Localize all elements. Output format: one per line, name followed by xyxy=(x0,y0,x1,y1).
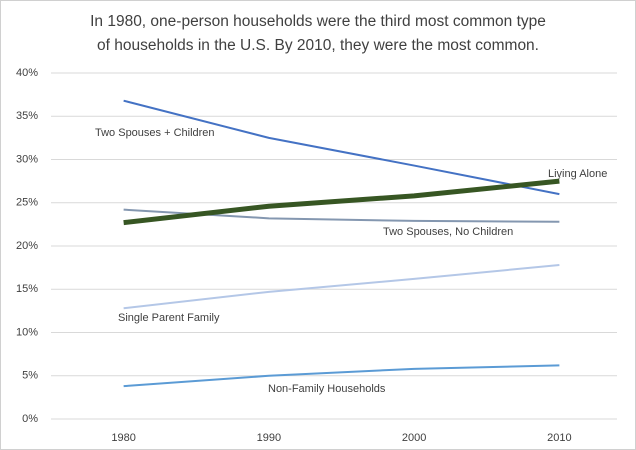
series-label: Living Alone xyxy=(548,168,607,180)
y-tick-label: 20% xyxy=(16,240,38,252)
y-tick-label: 25% xyxy=(16,197,38,209)
series-label: Two Spouses + Children xyxy=(95,127,215,139)
y-tick-label: 40% xyxy=(16,67,38,79)
series-line xyxy=(123,99,560,196)
chart-title: of households in the U.S. By 2010, they … xyxy=(97,37,539,54)
series-label: Two Spouses, No Children xyxy=(383,226,513,238)
y-tick-label: 0% xyxy=(22,413,38,425)
series-label: Non-Family Households xyxy=(268,383,386,395)
x-tick-label: 1980 xyxy=(111,432,135,444)
y-tick-label: 30% xyxy=(16,153,38,165)
x-tick-label: 2010 xyxy=(547,432,571,444)
series-line xyxy=(123,364,560,388)
series-label: Single Parent Family xyxy=(118,312,220,324)
y-tick-label: 35% xyxy=(16,110,38,122)
series-line xyxy=(123,178,560,226)
y-tick-label: 10% xyxy=(16,326,38,338)
x-tick-label: 1990 xyxy=(257,432,281,444)
chart-title: In 1980, one-person households were the … xyxy=(90,13,546,30)
series-line xyxy=(123,264,560,310)
x-tick-label: 2000 xyxy=(402,432,426,444)
y-tick-label: 15% xyxy=(16,283,38,295)
y-tick-label: 5% xyxy=(22,370,38,382)
